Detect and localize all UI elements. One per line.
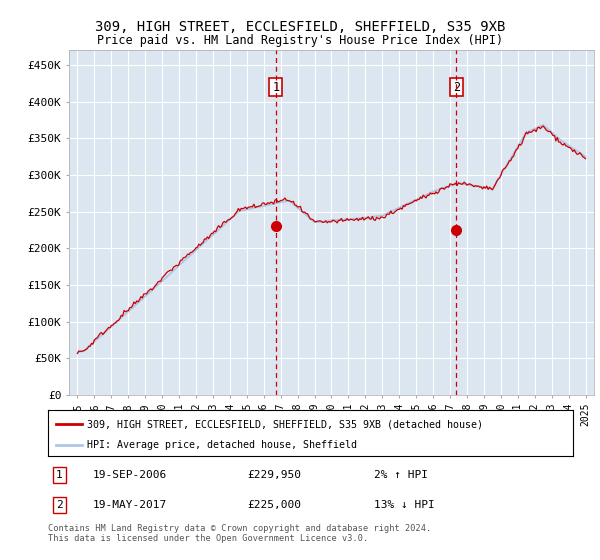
Text: £225,000: £225,000 (248, 500, 302, 510)
Text: 309, HIGH STREET, ECCLESFIELD, SHEFFIELD, S35 9XB (detached house): 309, HIGH STREET, ECCLESFIELD, SHEFFIELD… (88, 419, 484, 430)
Text: 13% ↓ HPI: 13% ↓ HPI (373, 500, 434, 510)
Text: 2: 2 (56, 500, 62, 510)
Text: HPI: Average price, detached house, Sheffield: HPI: Average price, detached house, Shef… (88, 440, 358, 450)
Text: 309, HIGH STREET, ECCLESFIELD, SHEFFIELD, S35 9XB: 309, HIGH STREET, ECCLESFIELD, SHEFFIELD… (95, 20, 505, 34)
Text: Price paid vs. HM Land Registry's House Price Index (HPI): Price paid vs. HM Land Registry's House … (97, 34, 503, 46)
Text: Contains HM Land Registry data © Crown copyright and database right 2024.
This d: Contains HM Land Registry data © Crown c… (48, 524, 431, 543)
Text: 1: 1 (272, 81, 280, 94)
Text: 2% ↑ HPI: 2% ↑ HPI (373, 470, 427, 480)
Text: 19-MAY-2017: 19-MAY-2017 (92, 500, 167, 510)
Text: 19-SEP-2006: 19-SEP-2006 (92, 470, 167, 480)
Text: 1: 1 (56, 470, 62, 480)
Text: 2: 2 (453, 81, 460, 94)
Text: £229,950: £229,950 (248, 470, 302, 480)
